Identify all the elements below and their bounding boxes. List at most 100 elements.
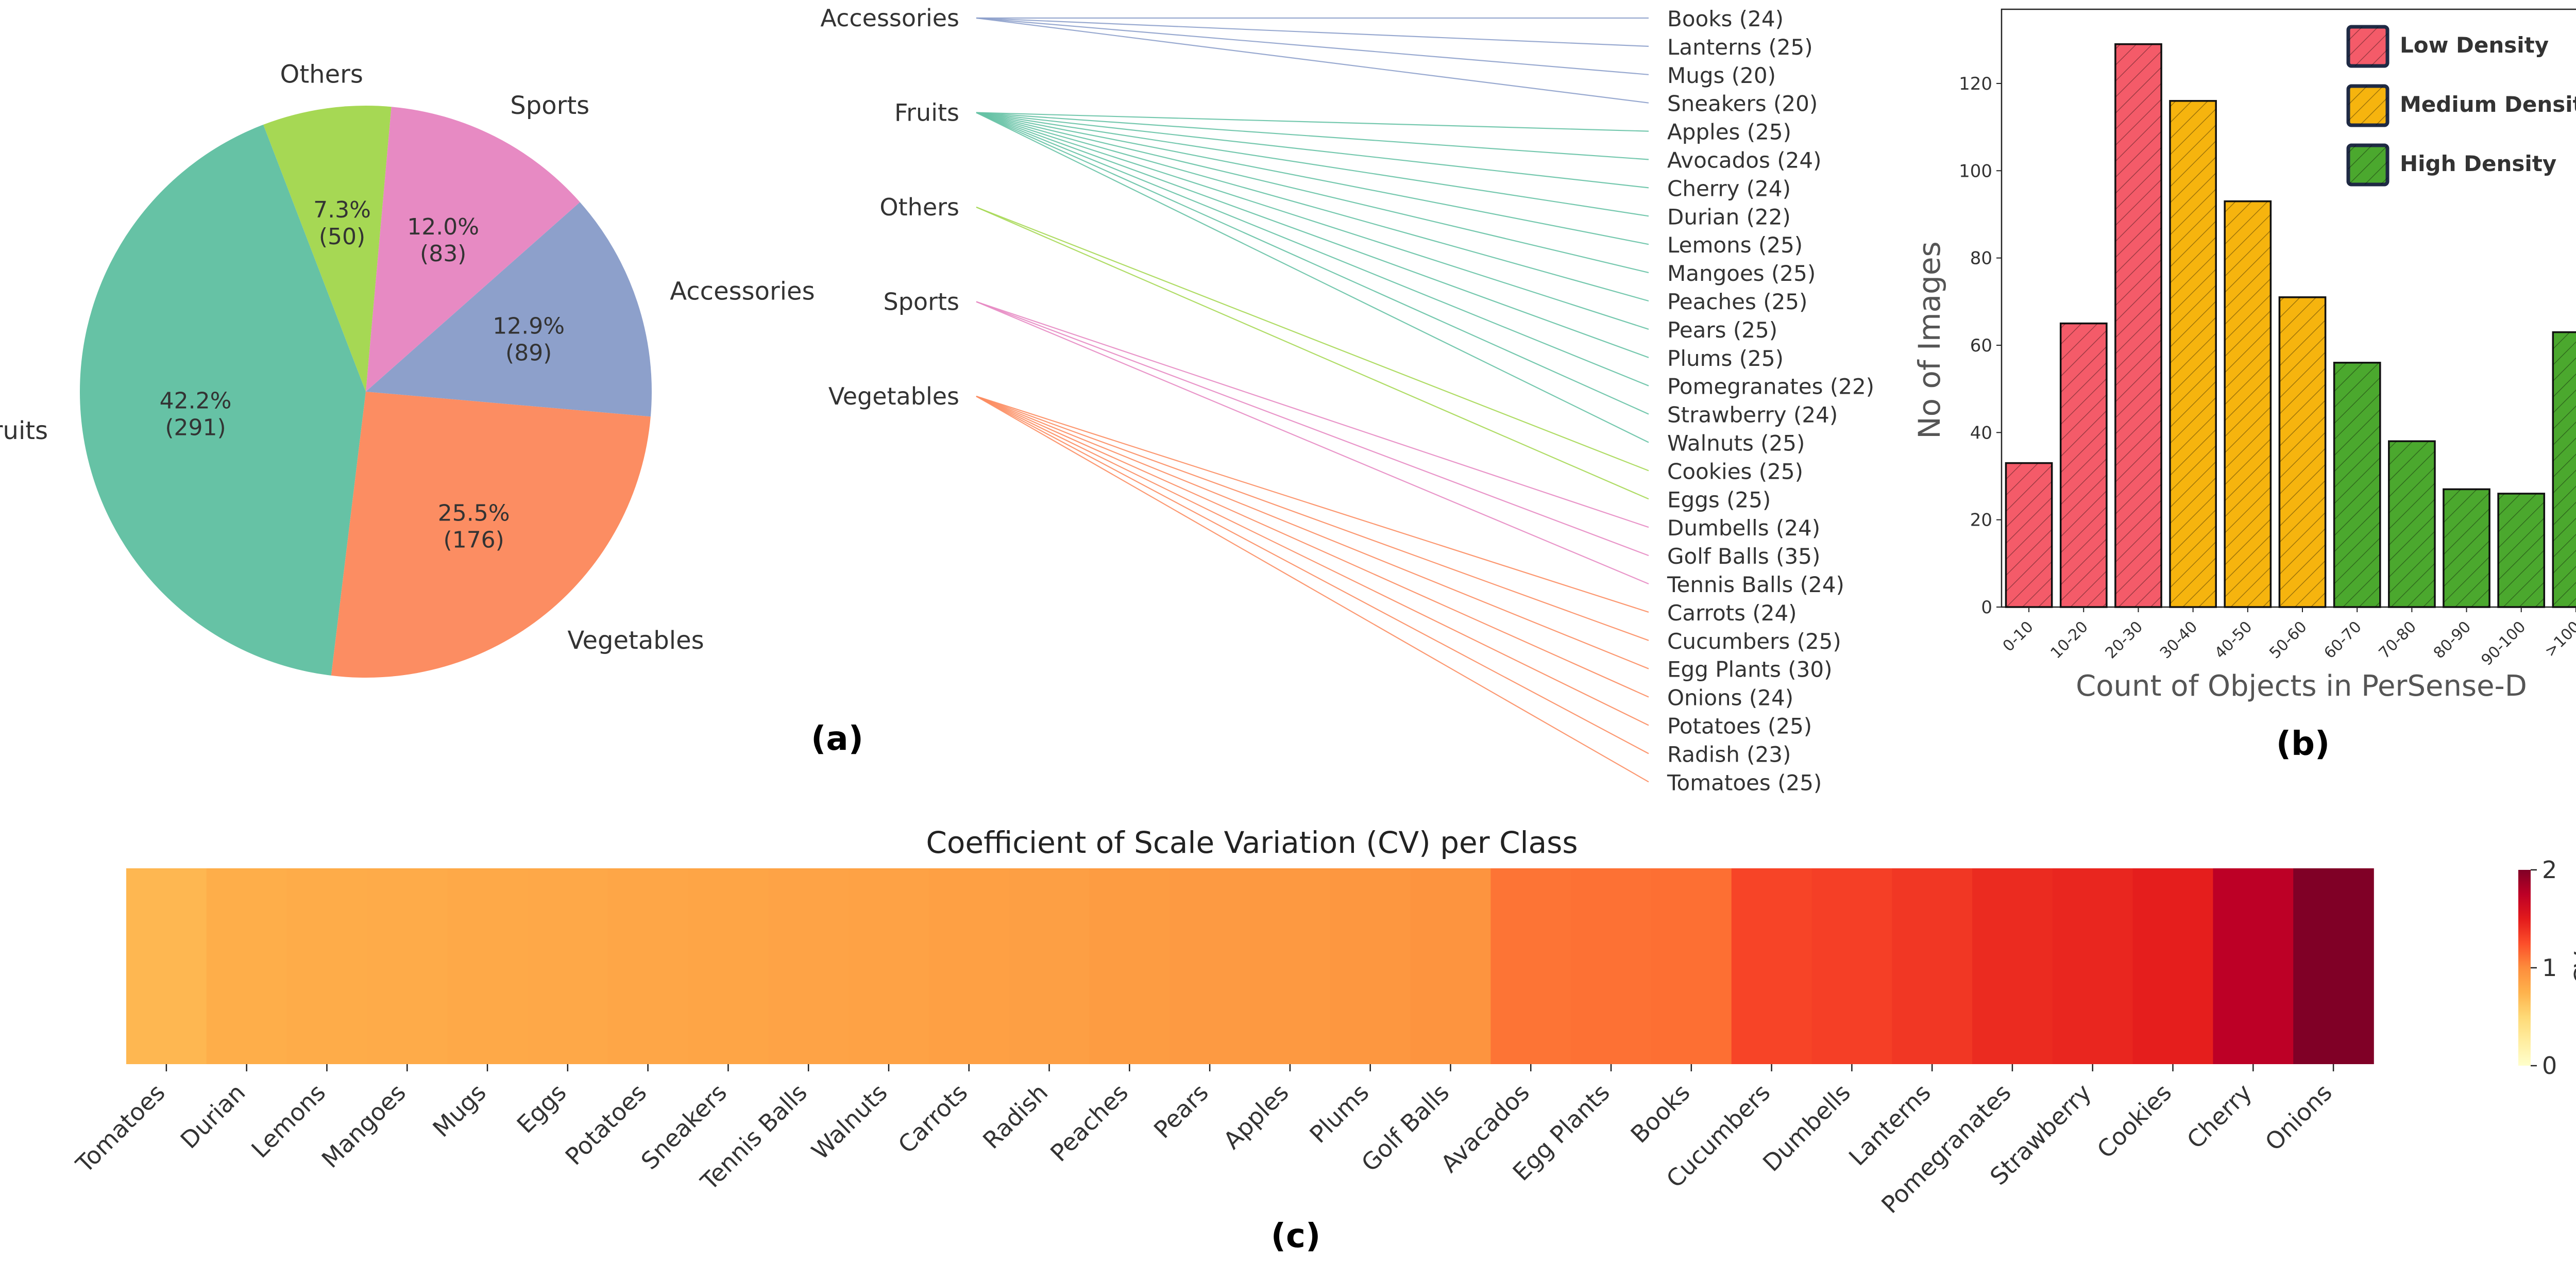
heatmap-cell: [2293, 868, 2374, 1064]
pie-category-label: Sports: [510, 91, 589, 120]
tree-link: [976, 112, 1649, 245]
tree-child-label: Tomatoes (25): [1667, 770, 1822, 795]
heatmap-x-tick-label: Durian: [175, 1079, 251, 1154]
bar-x-axis-label: Count of Objects in PerSense-D: [2076, 669, 2527, 703]
tree-child-label: Cherry (24): [1667, 176, 1791, 201]
tree-child-label: Lemons (25): [1667, 232, 1803, 258]
legend-label: High Density: [2400, 151, 2556, 176]
bar-hatch: [2334, 362, 2380, 607]
tree-child-label: Books (24): [1667, 6, 1784, 31]
bar-y-tick-label: 0: [1981, 597, 1992, 618]
heatmap-cell: [607, 868, 689, 1064]
tree-link: [976, 206, 1649, 500]
heatmap-title: Coefficient of Scale Variation (CV) per …: [926, 825, 1578, 860]
bar-y-tick-label: 40: [1970, 423, 1992, 443]
pie-count-label: (176): [444, 527, 504, 553]
legend-swatch-hatch: [2348, 145, 2387, 184]
tree-child-label: Eggs (25): [1667, 487, 1771, 512]
legend-swatch-hatch: [2348, 86, 2387, 125]
heatmap-cell: [1892, 868, 1973, 1064]
heatmap-cell: [2052, 868, 2133, 1064]
heatmap-cell: [447, 868, 528, 1064]
bar-x-tick-label: 30-40: [2157, 618, 2201, 662]
pie-count-label: (83): [420, 241, 466, 267]
bar-y-tick-label: 120: [1959, 74, 1992, 94]
heatmap-x-tick-label: Radish: [977, 1079, 1053, 1154]
tree-child-label: Radish (23): [1667, 742, 1791, 767]
tree-link: [976, 112, 1649, 443]
tree-child-label: Walnuts (25): [1667, 431, 1805, 456]
panel-label-b: (b): [2276, 725, 2330, 763]
panel-label-a: (a): [811, 720, 863, 758]
tree-link: [976, 395, 1649, 698]
heatmap-x-tick-label: Pears: [1148, 1079, 1214, 1144]
bar-hatch: [2225, 201, 2271, 608]
bar-hatch: [2498, 493, 2545, 607]
tree-child-label: Pomegranates (22): [1667, 374, 1874, 399]
tree-child-label: Avocados (24): [1667, 148, 1821, 173]
bar-x-tick-label: >100: [2541, 618, 2576, 661]
tree-child-label: Mugs (20): [1667, 63, 1776, 88]
bar-hatch: [2170, 100, 2216, 608]
heatmap-x-tick-label: Lemons: [246, 1079, 331, 1164]
heatmap-cell: [1811, 868, 1893, 1064]
bar-hatch: [2553, 332, 2576, 607]
tree-link: [976, 112, 1649, 302]
tree-link: [976, 112, 1649, 189]
legend-label: Medium Density: [2400, 92, 2576, 117]
tree-link: [976, 395, 1649, 669]
tree-child-label: Lanterns (25): [1667, 35, 1813, 60]
tree-parent-label: Sports: [884, 288, 959, 316]
colorbar: CV 0 1 2: [2518, 856, 2576, 1080]
panel-label-c: (c): [1271, 1217, 1320, 1255]
tree-link: [976, 396, 1649, 726]
bar-y-tick-label: 100: [1959, 161, 1992, 181]
colorbar-tick-label: 0: [2542, 1052, 2557, 1080]
tree-link: [976, 112, 1649, 160]
bar-x-tick-label: 50-60: [2266, 618, 2310, 662]
tree-link: [976, 395, 1649, 641]
tree-link: [976, 396, 1649, 754]
tree-child-label: Potatoes (25): [1667, 714, 1812, 739]
bar-hatch: [2060, 323, 2107, 607]
heatmap-cell: [688, 868, 769, 1064]
tree-child-label: Sneakers (20): [1667, 91, 1818, 116]
tree-link: [976, 301, 1649, 557]
tree-link: [976, 301, 1649, 528]
bar-chart: No of Images Count of Objects in PerSens…: [1912, 8, 2576, 703]
pie-category-label: Others: [280, 60, 363, 89]
tree-parent-label: Fruits: [894, 99, 959, 127]
heatmap-x-tick-label: Cherry: [2181, 1079, 2257, 1154]
heatmap-cell: [1571, 868, 1652, 1064]
category-tree: Accessories Fruits Others Sports Vegetables B…: [820, 4, 1874, 795]
heatmap-cell: [1972, 868, 2053, 1064]
tree-parent-label: Others: [879, 193, 959, 221]
heatmap-cell: [2213, 868, 2294, 1064]
bar-hatch: [2443, 489, 2490, 607]
heatmap-x-tick-label: Plums: [1304, 1079, 1374, 1149]
tree-child-label: Plums (25): [1667, 346, 1784, 371]
pie-count-label: (50): [319, 224, 365, 250]
tree-link: [976, 112, 1649, 330]
heatmap-cell: [1250, 868, 1331, 1064]
tree-link: [976, 112, 1649, 132]
tree-link: [976, 301, 1649, 585]
tree-child-label: Dumbells (24): [1667, 515, 1820, 541]
heatmap-x-tick-label: Mangoes: [316, 1079, 411, 1173]
legend-swatch-hatch: [2348, 27, 2387, 66]
heatmap-cell: [286, 868, 368, 1064]
tree-link: [976, 206, 1649, 472]
heatmap-x-tick-label: Dumbells: [1757, 1079, 1856, 1177]
bar-x-tick-label: 60-70: [2320, 618, 2365, 662]
tree-link: [976, 17, 1649, 75]
tree-child-label: Cookies (25): [1667, 459, 1803, 484]
bar-hatch: [2388, 441, 2435, 607]
bar-x-tick-label: 70-80: [2376, 618, 2420, 662]
colorbar-tick-label: 2: [2542, 856, 2557, 884]
bar-y-axis-label: No of Images: [1912, 241, 1947, 439]
heatmap-chart: Coefficient of Scale Variation (CV) per …: [70, 825, 2374, 1219]
pie-slice: [366, 107, 580, 392]
pie-category-label: Vegetables: [567, 626, 704, 655]
tree-child-label: Tennis Balls (24): [1667, 572, 1844, 597]
heatmap-x-tick-label: Walnuts: [806, 1079, 893, 1165]
